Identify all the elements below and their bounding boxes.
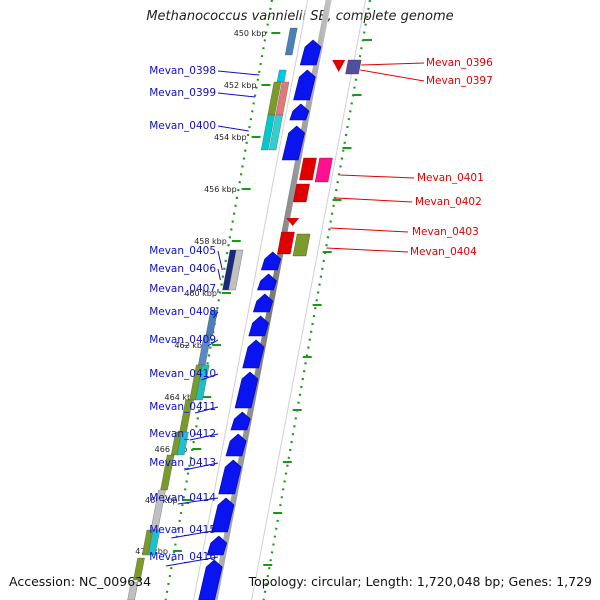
feature-block [195, 364, 210, 401]
forward-gene-label: Mevan_0400 [149, 120, 216, 132]
tick-label: 452 kbp [224, 81, 257, 90]
feature-block [284, 27, 298, 56]
cds-arrow [252, 293, 274, 313]
reverse-feature [299, 157, 317, 181]
forward-gene-label: Mevan_0406 [149, 263, 216, 275]
reverse-gene-leader [330, 227, 409, 233]
forward-gene-label: Mevan_0412 [149, 428, 216, 440]
track-border-right [262, 0, 372, 600]
feature-block [147, 529, 161, 556]
forward-gene-leader [201, 373, 219, 381]
cds-arrow [293, 69, 316, 101]
forward-gene-label: Mevan_0399 [149, 87, 216, 99]
tick-label: 450 kbp [234, 29, 267, 38]
reverse-marker [332, 60, 346, 72]
cds-arrow [248, 315, 269, 337]
reverse-feature [292, 233, 311, 257]
track-line [193, 0, 309, 600]
track-line [251, 0, 367, 600]
forward-gene-leader [217, 250, 223, 271]
topology-text: Topology: circular; Length: 1,720,048 bp… [248, 574, 592, 589]
forward-gene-leader [217, 70, 260, 76]
cds-arrow [230, 411, 251, 431]
feature-block [276, 69, 287, 83]
reverse-feature [293, 183, 310, 203]
forward-gene-label: Mevan_0410 [149, 368, 216, 380]
cds-arrow [198, 559, 223, 600]
reverse-gene-leader [340, 174, 415, 179]
reverse-feature [314, 157, 333, 183]
reverse-gene-leader [335, 197, 413, 203]
cds-arrow [225, 433, 247, 457]
forward-gene-leader [207, 339, 219, 347]
forward-gene-leader [217, 268, 221, 281]
feature-block [260, 114, 275, 151]
tick-label: 454 kbp [214, 133, 247, 142]
forward-gene-leader [177, 497, 219, 505]
tick-label: 466 kbp [155, 445, 188, 454]
reverse-gene-label: Mevan_0401 [417, 172, 484, 184]
tick-label: 462 kbp [174, 341, 207, 350]
reverse-gene-leader [361, 62, 425, 66]
track-border-left [164, 0, 274, 600]
forward-gene-label: Mevan_0415 [149, 524, 216, 536]
accession-text: Accession: NC_009634 [9, 574, 152, 589]
tick-label: 458 kbp [194, 237, 227, 246]
reverse-gene-label: Mevan_0396 [426, 57, 493, 69]
forward-gene-leader [195, 406, 219, 414]
forward-gene-leader [165, 556, 219, 567]
feature-block [160, 454, 175, 491]
forward-gene-label: Mevan_0398 [149, 65, 216, 77]
map-title: Methanococcus vannielii SB, complete gen… [146, 9, 454, 24]
forward-gene-leader [217, 125, 249, 132]
reverse-gene-leader [360, 69, 425, 82]
cds-arrow [206, 535, 228, 556]
feature-block [127, 581, 139, 600]
forward-gene-label: Mevan_0414 [149, 492, 216, 504]
forward-gene-leader [217, 92, 256, 98]
reverse-feature [277, 231, 295, 255]
cds-arrow [260, 251, 282, 271]
reverse-gene-label: Mevan_0402 [415, 196, 482, 208]
cds-arrow [281, 125, 305, 161]
cds-arrow [289, 103, 310, 121]
forward-gene-label: Mevan_0409 [149, 334, 216, 346]
tick-label: 460 kbp [184, 289, 217, 298]
cds-arrow [299, 39, 322, 66]
forward-gene-leader [212, 311, 219, 319]
forward-gene-label: Mevan_0405 [149, 245, 216, 257]
feature-block [176, 431, 189, 456]
forward-gene-label: Mevan_0416 [149, 551, 216, 563]
feature-block [133, 557, 145, 581]
forward-gene-leader [171, 529, 219, 539]
reverse-gene-label: Mevan_0404 [410, 246, 477, 258]
reverse-marker [286, 218, 300, 226]
forward-gene-label: Mevan_0407 [149, 283, 216, 295]
tick-label: 456 kbp [204, 185, 237, 194]
cds-arrow [211, 497, 235, 533]
cds-arrow [257, 273, 277, 291]
forward-gene-label: Mevan_0413 [149, 457, 216, 469]
feature-block [228, 249, 244, 291]
forward-gene-label: Mevan_0411 [149, 401, 216, 413]
forward-gene-leader [189, 433, 219, 441]
cds-arrow [218, 459, 242, 495]
tick-label: 464 kbp [165, 393, 198, 402]
feature-block [268, 114, 283, 151]
reverse-gene-label: Mevan_0403 [412, 226, 479, 238]
reverse-gene-leader [326, 247, 409, 253]
forward-gene-label: Mevan_0408 [149, 306, 216, 318]
reverse-feature [345, 59, 362, 75]
reverse-gene-label: Mevan_0397 [426, 75, 493, 87]
forward-gene-leader [184, 462, 219, 471]
cds-arrow [234, 371, 259, 409]
cds-arrow [242, 339, 265, 369]
